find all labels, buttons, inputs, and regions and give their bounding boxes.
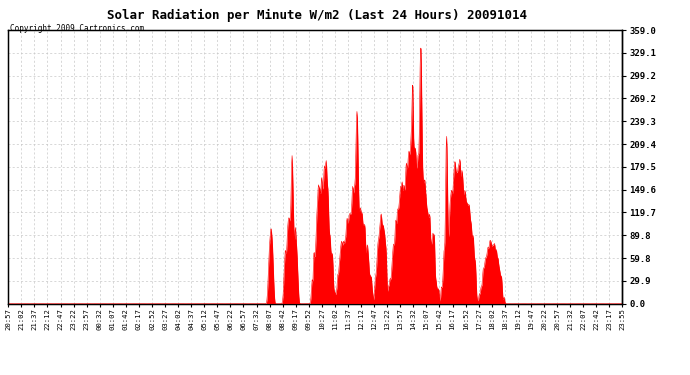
Text: Copyright 2009 Cartronics.com: Copyright 2009 Cartronics.com — [10, 24, 144, 33]
Text: Solar Radiation per Minute W/m2 (Last 24 Hours) 20091014: Solar Radiation per Minute W/m2 (Last 24… — [108, 9, 527, 22]
